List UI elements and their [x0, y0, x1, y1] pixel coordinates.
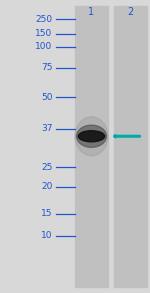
Text: 1: 1: [88, 7, 94, 17]
Text: 75: 75: [41, 64, 52, 72]
Text: 150: 150: [35, 29, 52, 38]
Bar: [75, 6, 108, 287]
Text: 50: 50: [41, 93, 52, 102]
Text: 2: 2: [127, 7, 134, 17]
Bar: [114, 6, 147, 287]
Text: 25: 25: [41, 163, 52, 171]
Text: 20: 20: [41, 182, 52, 191]
Text: 250: 250: [35, 15, 52, 23]
Text: 15: 15: [41, 209, 52, 218]
Text: 100: 100: [35, 42, 52, 51]
Ellipse shape: [78, 131, 105, 142]
Ellipse shape: [76, 125, 106, 147]
Text: 37: 37: [41, 125, 52, 133]
Text: 10: 10: [41, 231, 52, 240]
Ellipse shape: [75, 117, 108, 156]
